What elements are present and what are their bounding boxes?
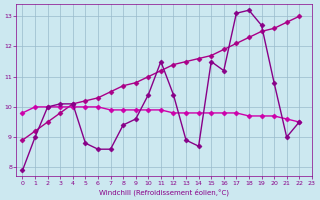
X-axis label: Windchill (Refroidissement éolien,°C): Windchill (Refroidissement éolien,°C) [99, 188, 229, 196]
